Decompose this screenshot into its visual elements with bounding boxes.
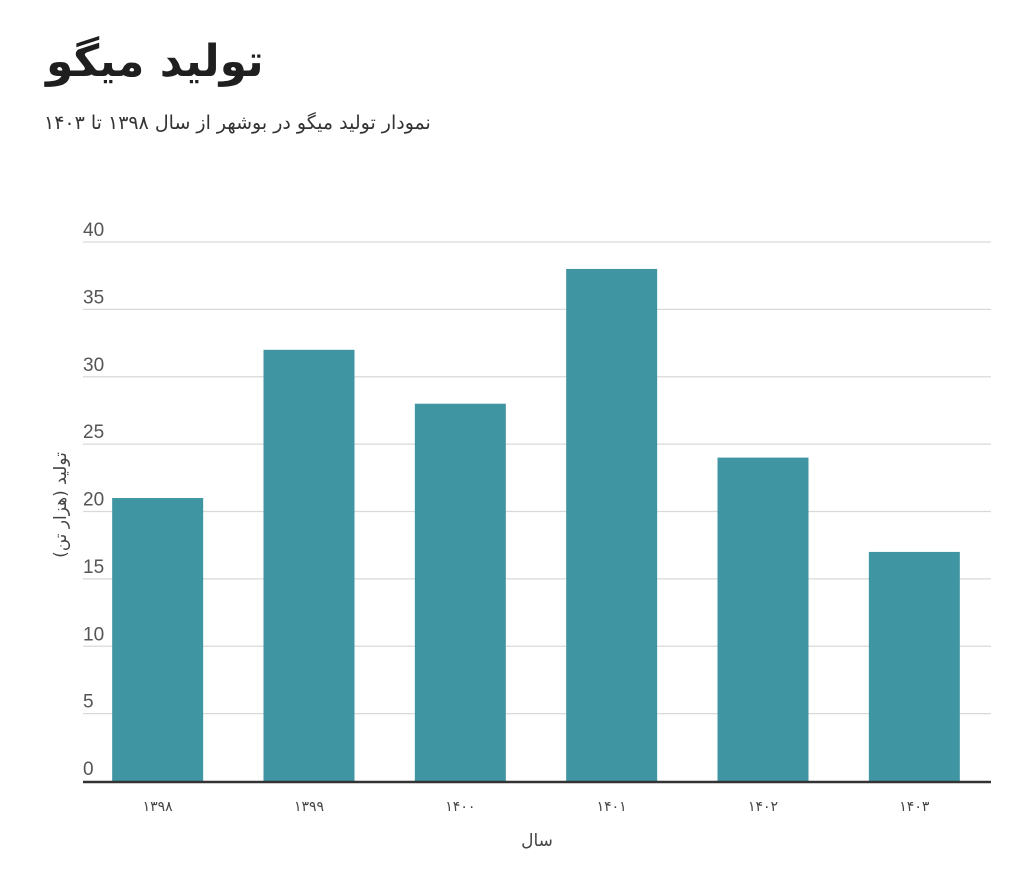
y-axis-ticks: 0 5 10 15 20 25 30 35 40 bbox=[83, 220, 104, 780]
bar[interactable] bbox=[566, 268, 658, 781]
y-tick-label: 30 bbox=[83, 355, 104, 376]
bar[interactable] bbox=[868, 551, 960, 781]
chart-subtitle: نمودار تولید میگو در بوشهر از سال ۱۳۹۸ ت… bbox=[44, 112, 431, 134]
y-tick-label: 5 bbox=[83, 692, 94, 713]
y-axis-title: تولید (هزار تن) bbox=[51, 452, 71, 558]
bar[interactable] bbox=[263, 349, 355, 781]
bar[interactable] bbox=[717, 457, 809, 781]
x-axis-ticks: ۱۳۹۸ ۱۳۹۹ ۱۴۰۰ ۱۴۰۱ ۱۴۰۲ ۱۴۰۳ bbox=[143, 799, 930, 815]
bars bbox=[112, 268, 960, 781]
y-tick-label: 20 bbox=[83, 490, 104, 511]
x-axis-title: سال bbox=[521, 831, 553, 851]
y-tick-label: 10 bbox=[83, 624, 104, 645]
y-tick-label: 0 bbox=[83, 759, 94, 780]
x-tick-label: ۱۴۰۲ bbox=[748, 799, 778, 815]
x-tick-label: ۱۴۰۱ bbox=[597, 799, 627, 815]
chart-title: تولید میگو bbox=[46, 36, 264, 87]
y-tick-label: 25 bbox=[83, 422, 104, 443]
y-tick-label: 15 bbox=[83, 557, 104, 578]
x-tick-label: ۱۳۹۹ bbox=[294, 799, 324, 815]
x-tick-label: ۱۴۰۳ bbox=[899, 799, 930, 815]
x-tick-label: ۱۴۰۰ bbox=[445, 799, 475, 815]
gridlines bbox=[83, 241, 991, 715]
bar[interactable] bbox=[414, 403, 506, 781]
y-tick-label: 35 bbox=[83, 287, 104, 308]
x-tick-label: ۱۳۹۸ bbox=[143, 799, 174, 815]
y-tick-label: 40 bbox=[83, 220, 104, 241]
bar[interactable] bbox=[112, 498, 204, 781]
